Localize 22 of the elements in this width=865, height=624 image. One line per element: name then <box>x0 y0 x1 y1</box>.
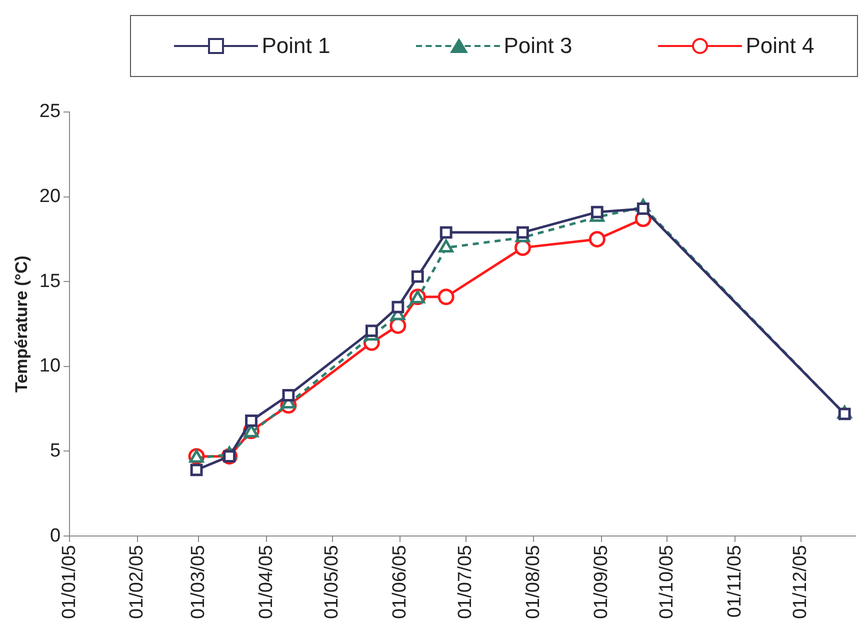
legend-label: Point 1 <box>262 33 330 59</box>
y-tick-label: 25 <box>39 101 61 122</box>
y-tick-label: 15 <box>39 270 61 292</box>
y-tick-label: 0 <box>50 525 61 546</box>
x-tick-label: 01/02/05 <box>126 545 148 620</box>
x-tick-label: 01/07/05 <box>455 545 476 620</box>
x-tick-label: 01/03/05 <box>188 545 209 620</box>
legend-label: Point 4 <box>746 33 814 59</box>
y-tick-label: 10 <box>39 356 61 377</box>
x-tick-label: 01/05/05 <box>321 545 342 620</box>
x-tick-label: 01/11/05 <box>724 545 746 618</box>
x-tick-label: 01/10/05 <box>656 545 678 620</box>
x-tick-label: 01/01/05 <box>58 545 80 620</box>
x-tick-label: 01/04/05 <box>256 545 277 620</box>
y-tick-label: 20 <box>39 186 61 208</box>
y-tick-label: 5 <box>50 440 61 462</box>
legend-label: Point 3 <box>504 33 572 59</box>
y-axis-title: Température (°C) <box>12 256 31 392</box>
x-tick-label: 01/06/05 <box>389 545 410 620</box>
x-tick-label: 01/09/05 <box>590 545 612 620</box>
x-tick-label: 01/12/05 <box>790 545 811 620</box>
x-tick-label: 01/08/05 <box>522 545 544 620</box>
